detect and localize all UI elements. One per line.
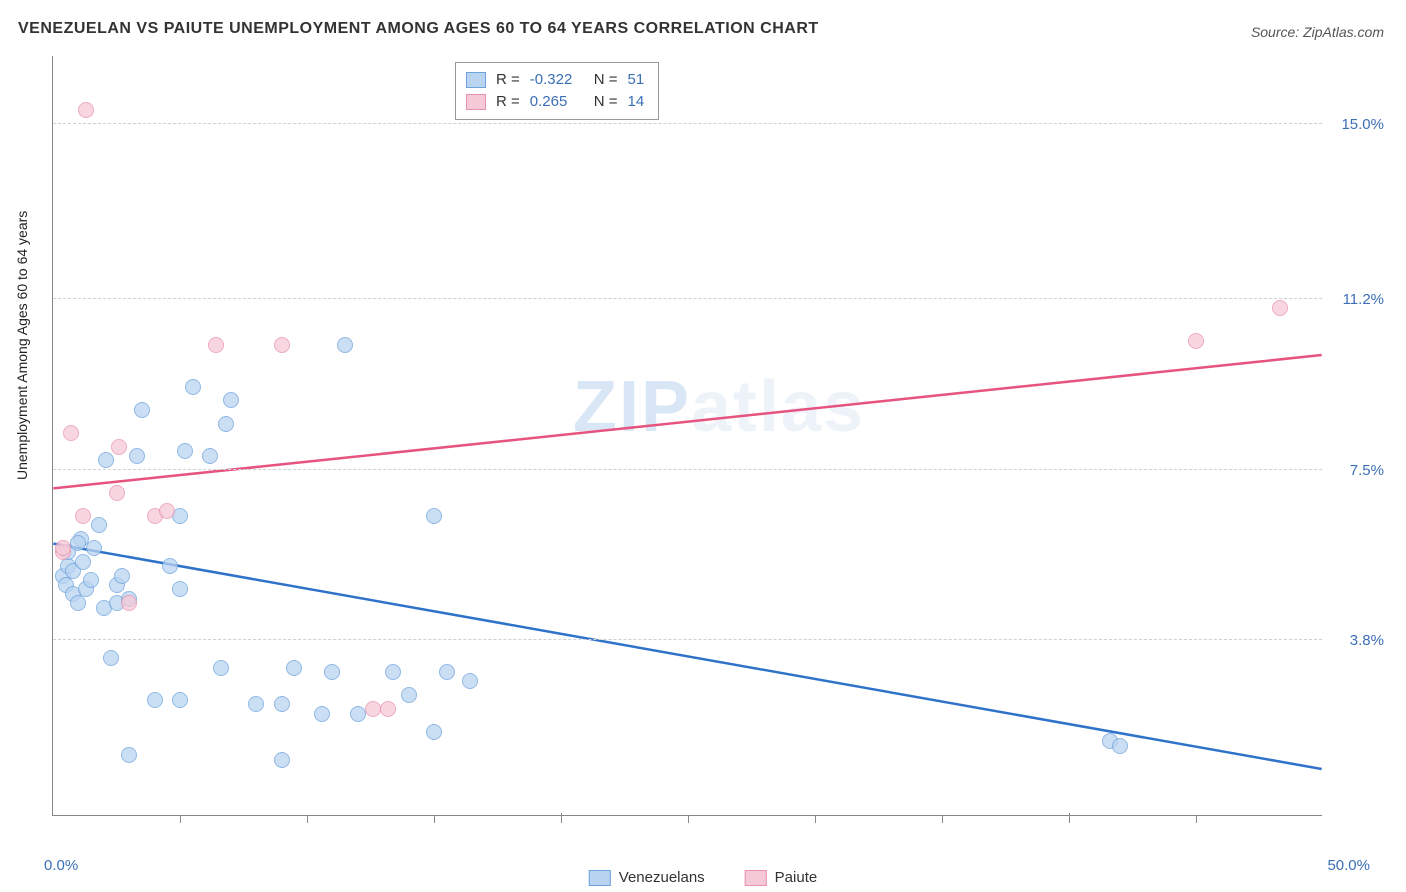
source-name: ZipAtlas.com [1303, 24, 1384, 40]
data-point-pai [55, 540, 71, 556]
data-point-ven [218, 416, 234, 432]
legend-row-pai: R = 0.265 N = 14 [466, 91, 644, 113]
y-tick-label: 11.2% [1343, 291, 1384, 308]
legend-label-pai: Paiute [775, 869, 818, 886]
data-point-ven [172, 692, 188, 708]
series-legend: Venezuelans Paiute [589, 869, 817, 886]
data-point-pai [380, 701, 396, 717]
data-point-ven [274, 752, 290, 768]
data-point-ven [401, 687, 417, 703]
data-point-ven [70, 595, 86, 611]
legend-item-pai: Paiute [745, 869, 818, 886]
legend-item-ven: Venezuelans [589, 869, 705, 886]
regression-line-ven [53, 544, 1321, 769]
x-tick [434, 815, 435, 823]
x-axis-max-label: 50.0% [1327, 857, 1370, 874]
data-point-ven [202, 448, 218, 464]
correlation-legend: R = -0.322 N = 51 R = 0.265 N = 14 [455, 62, 659, 120]
legend-label-ven: Venezuelans [619, 869, 705, 886]
gridline-h [53, 639, 1322, 640]
data-point-ven [147, 692, 163, 708]
data-point-ven [172, 581, 188, 597]
data-point-ven [350, 706, 366, 722]
data-point-ven [134, 402, 150, 418]
data-point-ven [114, 568, 130, 584]
data-point-ven [177, 443, 193, 459]
data-point-ven [248, 696, 264, 712]
legend-N-label: N = [594, 69, 618, 91]
legend-N-value-ven: 51 [628, 69, 645, 91]
legend-swatch-pai [466, 94, 486, 110]
legend-N-value-pai: 14 [628, 91, 645, 113]
data-point-ven [426, 508, 442, 524]
data-point-ven [426, 724, 442, 740]
legend-R-label: R = [496, 69, 520, 91]
data-point-ven [286, 660, 302, 676]
plot-area: ZIPatlas 3.8%7.5%11.2%15.0% [52, 56, 1322, 816]
data-point-pai [121, 595, 137, 611]
data-point-ven [83, 572, 99, 588]
legend-R-value-pai: 0.265 [530, 91, 584, 113]
data-point-ven [274, 696, 290, 712]
data-point-ven [223, 392, 239, 408]
x-axis-min-label: 0.0% [44, 857, 78, 874]
legend-swatch-pai [745, 870, 767, 886]
data-point-ven [162, 558, 178, 574]
source-label: Source: [1251, 24, 1303, 40]
y-tick-label: 3.8% [1350, 632, 1384, 649]
data-point-ven [385, 664, 401, 680]
legend-N-label: N = [594, 91, 618, 113]
y-tick-label: 15.0% [1341, 116, 1384, 133]
data-point-ven [314, 706, 330, 722]
data-point-ven [98, 452, 114, 468]
data-point-pai [365, 701, 381, 717]
data-point-pai [111, 439, 127, 455]
data-point-ven [324, 664, 340, 680]
data-point-ven [1112, 738, 1128, 754]
x-tick [180, 815, 181, 823]
y-axis-label: Unemployment Among Ages 60 to 64 years [14, 211, 30, 480]
data-point-ven [439, 664, 455, 680]
legend-swatch-ven [589, 870, 611, 886]
data-point-ven [185, 379, 201, 395]
data-point-ven [129, 448, 145, 464]
data-point-pai [1272, 300, 1288, 316]
source-attribution: Source: ZipAtlas.com [1251, 24, 1384, 40]
gridline-h [53, 123, 1322, 124]
x-tick [688, 815, 689, 823]
data-point-ven [75, 554, 91, 570]
x-tick [815, 815, 816, 823]
chart-title: VENEZUELAN VS PAIUTE UNEMPLOYMENT AMONG … [18, 20, 819, 38]
x-tick [942, 815, 943, 823]
data-point-ven [103, 650, 119, 666]
x-tick-major [561, 813, 562, 823]
data-point-pai [208, 337, 224, 353]
data-point-pai [63, 425, 79, 441]
data-point-pai [78, 102, 94, 118]
data-point-pai [109, 485, 125, 501]
data-point-ven [91, 517, 107, 533]
gridline-h [53, 469, 1322, 470]
data-point-ven [337, 337, 353, 353]
data-point-pai [75, 508, 91, 524]
x-tick [1196, 815, 1197, 823]
legend-R-label: R = [496, 91, 520, 113]
legend-swatch-ven [466, 72, 486, 88]
data-point-ven [86, 540, 102, 556]
data-point-ven [121, 747, 137, 763]
x-tick-major [1069, 813, 1070, 823]
data-point-pai [1188, 333, 1204, 349]
legend-R-value-ven: -0.322 [530, 69, 584, 91]
data-point-pai [274, 337, 290, 353]
gridline-h [53, 298, 1322, 299]
data-point-ven [213, 660, 229, 676]
regression-lines-layer [53, 56, 1322, 815]
data-point-ven [70, 535, 86, 551]
legend-row-ven: R = -0.322 N = 51 [466, 69, 644, 91]
x-tick [307, 815, 308, 823]
data-point-pai [159, 503, 175, 519]
data-point-ven [462, 673, 478, 689]
y-tick-label: 7.5% [1350, 462, 1384, 479]
